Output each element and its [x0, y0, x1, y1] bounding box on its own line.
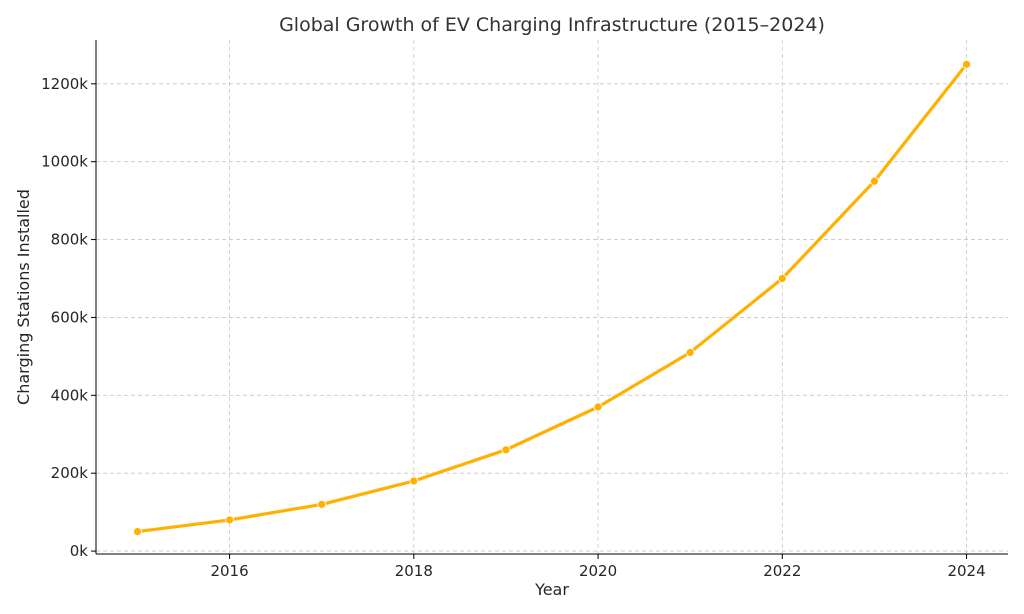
data-point — [409, 476, 419, 486]
data-point — [133, 527, 142, 537]
series-line — [135, 62, 969, 534]
data-point — [593, 402, 603, 412]
x-tick-label: 2018 — [395, 562, 433, 580]
axes — [95, 40, 1008, 555]
data-point — [870, 176, 879, 186]
y-tick-label: 1000k — [41, 153, 88, 171]
x-axis-label: Year — [534, 580, 569, 599]
x-tick-label: 2020 — [579, 562, 617, 580]
grid — [96, 40, 1008, 554]
data-point — [501, 445, 511, 455]
y-tick-label: 400k — [51, 386, 89, 404]
y-tick-label: 200k — [51, 464, 89, 482]
y-tick-label: 0k — [70, 542, 89, 560]
data-point — [777, 274, 787, 283]
x-tick-label: 2024 — [947, 562, 985, 580]
x-tick-label: 2016 — [210, 562, 248, 580]
data-point — [962, 59, 971, 69]
y-axis-label: Charging Stations Installed — [14, 189, 33, 405]
y-tick-label: 600k — [51, 308, 89, 326]
data-point — [685, 348, 695, 357]
y-tick-label: 800k — [51, 231, 89, 249]
series — [133, 59, 971, 537]
ticks: 2016 2018 2020 2022 2024 0k 200k 400k 600k 800k 10… — [41, 75, 986, 580]
data-point — [317, 499, 327, 509]
chart-title: Global Growth of EV Charging Infrastruct… — [279, 14, 825, 36]
data-point — [225, 515, 234, 525]
x-tick-label: 2022 — [763, 562, 801, 580]
y-tick-label: 1200k — [41, 75, 88, 93]
